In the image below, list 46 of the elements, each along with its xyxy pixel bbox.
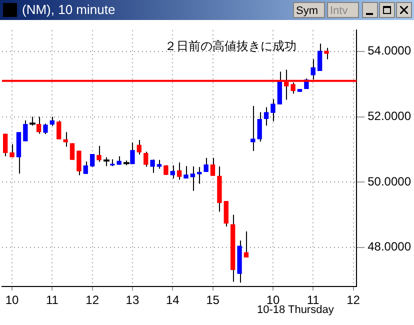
annotation: ２日前の高値抜きに成功: [164, 38, 297, 56]
candlestick: [210, 157, 216, 176]
candlestick: [184, 166, 188, 179]
candlestick: [257, 112, 262, 142]
candlestick: [70, 142, 75, 160]
candlestick: [224, 200, 228, 227]
candlestick: [204, 157, 208, 172]
text: Sym: [293, 2, 325, 18]
candlestick: [56, 120, 62, 140]
y-tick-label: 48.0000: [368, 240, 412, 254]
candlestick: [324, 47, 329, 60]
y-tick-label: 54.0000: [368, 44, 412, 58]
x-tick-label: 15: [206, 293, 220, 308]
candlestick: [244, 230, 249, 258]
candlestick: [144, 151, 148, 168]
candlestick: [63, 132, 68, 148]
chart-title: (NM), 10 minute: [22, 1, 116, 19]
candlestick: [164, 164, 168, 176]
x-tick-label: 14: [166, 293, 180, 308]
candlestick: [50, 116, 55, 126]
candlestick: [136, 139, 142, 156]
candlestick: [43, 123, 48, 135]
candlestick: [190, 166, 196, 192]
candlestick: [270, 98, 276, 122]
candlestick: [317, 43, 322, 72]
text: Intv: [327, 2, 359, 18]
y-tick-label: 52.0000: [368, 109, 412, 124]
x-tick-label: 13: [126, 293, 140, 308]
x-tick-label: 11: [46, 293, 59, 308]
x-tick-label: 12: [86, 293, 100, 308]
y-tick-label: 50.0000: [368, 174, 412, 188]
candlestick: [3, 133, 8, 157]
candlestick: [277, 71, 282, 105]
candlestick: [83, 161, 88, 174]
candlestick: [310, 58, 316, 80]
candlestick: [90, 153, 95, 168]
candlestick: [176, 162, 182, 180]
candlestick: [264, 106, 269, 126]
candlestick: [250, 105, 256, 152]
candlestick: [170, 164, 175, 179]
candlestick: [96, 145, 102, 162]
candlestick: [10, 144, 14, 158]
candlestick: [76, 150, 82, 176]
x-tick-label: 12: [346, 293, 360, 308]
candlestick: [150, 159, 155, 174]
x-tick-label: 10: [5, 293, 20, 308]
